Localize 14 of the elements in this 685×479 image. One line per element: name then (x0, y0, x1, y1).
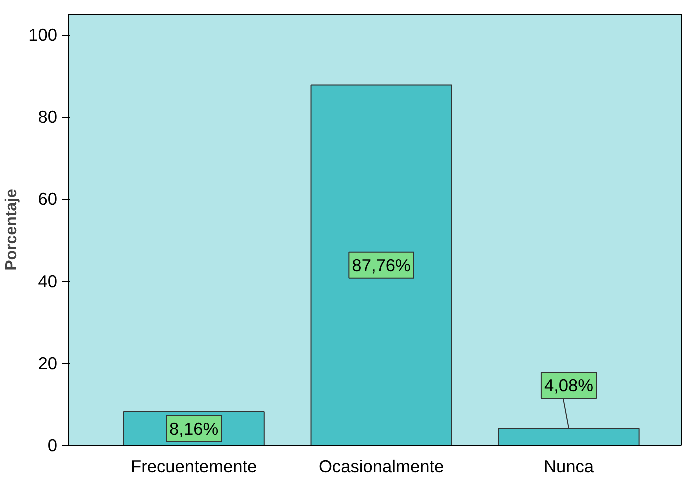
x-tick-label: Frecuentemente (131, 456, 258, 476)
bar (310, 84, 452, 446)
data-label: 4,08% (544, 376, 594, 396)
x-tick-label: Ocasionalmente (318, 456, 444, 476)
y-axis-title: Porcentaje (4, 188, 21, 271)
y-tick-label: 80 (38, 107, 58, 128)
y-tick-label: 20 (38, 353, 58, 374)
y-tick-label: 40 (38, 271, 58, 292)
data-label: 87,76% (352, 255, 411, 276)
x-tick-label: Nunca (544, 456, 594, 476)
y-tick-label: 100 (28, 25, 58, 46)
data-label: 8,16% (170, 418, 219, 439)
y-tick-label: 60 (38, 189, 58, 210)
y-tick-label: 0 (48, 436, 58, 456)
